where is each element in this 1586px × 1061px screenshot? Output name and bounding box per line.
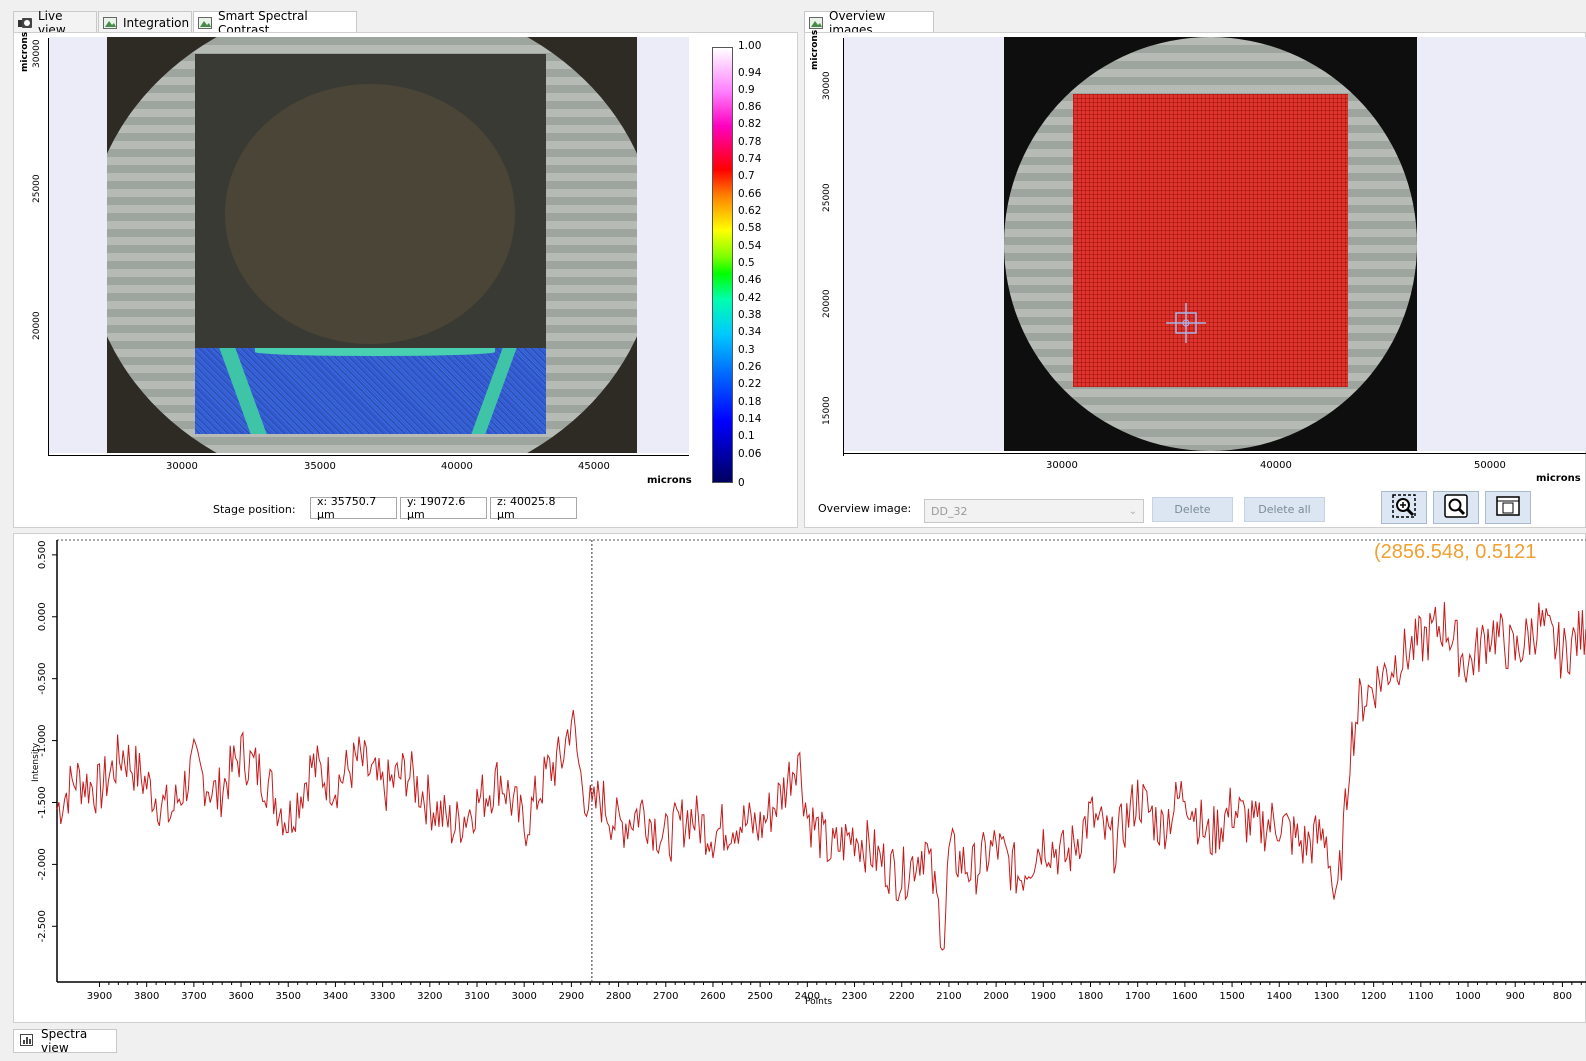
y-tick-label: 20000	[32, 311, 42, 340]
zoom-fit-icon	[1444, 494, 1468, 521]
tab-label: Integration	[123, 15, 190, 30]
colorbar-tick: 0.38	[738, 309, 762, 321]
tab-integration[interactable]: Integration	[98, 11, 192, 33]
colorbar-tick: 0.7	[738, 170, 755, 182]
crosshair-icon[interactable]	[1164, 301, 1208, 345]
x-tick-label: 30000	[1046, 460, 1078, 471]
overview-image-label: Overview image:	[818, 502, 912, 515]
chart-icon	[20, 1033, 33, 1049]
tab-live-view[interactable]: Live view	[13, 9, 97, 37]
y-tick-label: 15000	[822, 396, 832, 425]
zoom-fit-button[interactable]	[1433, 491, 1479, 524]
y-tick-label: 30000	[822, 71, 832, 100]
stage-y-field[interactable]: y: 19072.6 µm	[400, 495, 487, 521]
colorbar-tick: 0.78	[738, 136, 762, 148]
camera-icon	[18, 17, 32, 29]
dark-scan-region	[195, 54, 546, 349]
colorbar-tick: 0.1	[738, 430, 755, 442]
delete-button[interactable]: Delete	[1152, 497, 1233, 522]
stage-z-field[interactable]: z: 40025.8 µm	[490, 495, 577, 521]
colorbar	[712, 47, 733, 483]
x-axis-line	[843, 453, 1586, 454]
zoom-region-button[interactable]	[1381, 491, 1427, 524]
colorbar-tick: 0	[738, 477, 745, 489]
chevron-down-icon: ⌄	[1128, 505, 1137, 517]
y-axis-label: microns	[810, 29, 820, 70]
tab-label: Spectra view	[41, 1027, 88, 1055]
image-icon	[103, 16, 117, 29]
colorbar-tick: 0.82	[738, 118, 762, 130]
tab-spectra-view[interactable]: Spectra view	[13, 1027, 117, 1055]
colorbar-tick: 0.22	[738, 378, 762, 390]
y-axis-line	[48, 38, 49, 456]
colorbar-ticks: 1.00 0.94 0.9 0.86 0.82 0.78 0.74 0.7 0.…	[738, 40, 788, 490]
y-tick-label: 30000	[32, 39, 42, 68]
x-tick-label: 40000	[441, 461, 473, 472]
colorbar-tick: 1.00	[738, 40, 762, 52]
colorbar-tick: 0.34	[738, 326, 762, 338]
colorbar-tick: 0.86	[738, 101, 762, 113]
colorbar-tick: 0.54	[738, 240, 762, 252]
colorbar-tick: 0.14	[738, 413, 762, 425]
colorbar-tick: 0.06	[738, 448, 762, 460]
image-border-left	[49, 37, 107, 453]
frame-icon	[1495, 495, 1521, 520]
x-axis-label: microns	[647, 475, 692, 486]
colorbar-tick: 0.62	[738, 205, 762, 217]
colorbar-tick: 0.3	[738, 344, 755, 356]
zoom-region-icon	[1392, 494, 1416, 521]
x-tick-label: 50000	[1474, 460, 1506, 471]
x-axis-label: Points	[805, 997, 833, 1007]
image-border-right	[637, 37, 689, 453]
stage-position-label: Stage position:	[213, 503, 296, 516]
colorbar-tick: 0.58	[738, 222, 762, 234]
colorbar-tick: 0.42	[738, 292, 762, 304]
colorbar-tick: 0.46	[738, 274, 762, 286]
x-axis-label: microns	[1536, 473, 1581, 484]
image-icon	[198, 16, 212, 29]
x-axis-line	[48, 455, 689, 456]
colorbar-tick: 0.9	[738, 84, 755, 96]
colorbar-tick: 0.5	[738, 257, 755, 269]
colorbar-tick: 0.74	[738, 153, 762, 165]
y-tick-label: 20000	[822, 289, 832, 318]
frame-button[interactable]	[1485, 491, 1531, 524]
contrast-overlay	[195, 348, 546, 434]
y-tick-label: 25000	[32, 174, 42, 203]
image-icon	[809, 16, 823, 29]
tab-smart-spectral-contrast[interactable]: Smart Spectral Contrast	[193, 9, 357, 37]
x-tick-label: 45000	[578, 461, 610, 472]
overview-image-select[interactable]: DD_32 ⌄	[924, 499, 1144, 523]
colorbar-tick: 0.66	[738, 188, 762, 200]
x-tick-label: 30000	[166, 461, 198, 472]
y-axis-label: microns	[20, 31, 30, 72]
sample-image	[107, 37, 637, 453]
colorbar-tick: 0.18	[738, 396, 762, 408]
overview-image	[1004, 37, 1417, 451]
x-tick-label: 40000	[1260, 460, 1292, 471]
stage-x-field[interactable]: x: 35750.7 µm	[310, 495, 397, 521]
colorbar-tick: 0.26	[738, 361, 762, 373]
y-tick-label: 25000	[822, 183, 832, 212]
tab-overview-images[interactable]: Overview images	[804, 9, 934, 37]
x-tick-label: 35000	[304, 461, 336, 472]
y-axis-line	[843, 38, 844, 456]
y-axis-label: Intensity	[31, 742, 41, 782]
colorbar-tick: 0.94	[738, 67, 762, 79]
scan-grid-region	[1073, 94, 1348, 387]
overview-image-value: DD_32	[931, 504, 968, 518]
delete-all-button[interactable]: Delete all	[1244, 497, 1325, 522]
cursor-readout: (2856.548, 0.5121	[1374, 541, 1537, 563]
spectra-panel	[13, 533, 1586, 1023]
